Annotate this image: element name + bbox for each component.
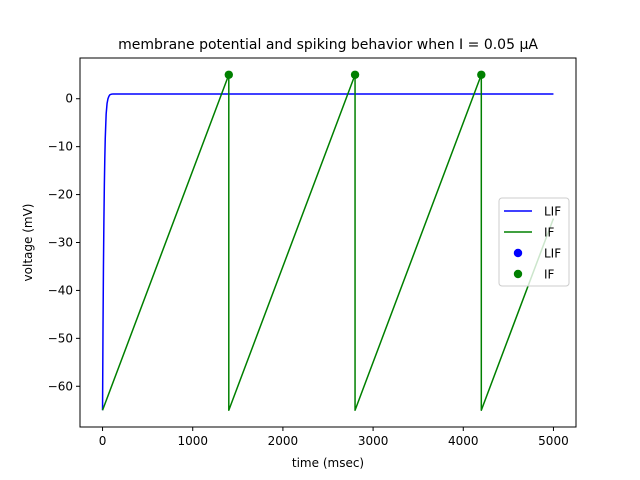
x-tick-label: 4000 — [448, 434, 479, 448]
y-axis-label: voltage (mV) — [21, 204, 35, 282]
legend-label: LIF — [544, 247, 561, 261]
x-tick-label: 5000 — [538, 434, 569, 448]
y-tick-label: −60 — [48, 379, 73, 393]
legend-marker-lif — [513, 248, 523, 258]
y-tick-label: −30 — [48, 236, 73, 250]
ticks-layer: 0 1000 2000 3000 4000 5000 0 −10 −20 −30 −40 −50 −60 — [48, 92, 569, 448]
series-layer — [101, 70, 555, 411]
x-tick-label: 1000 — [177, 434, 208, 448]
y-tick-label: −40 — [48, 283, 73, 297]
legend-box — [498, 197, 570, 287]
axes-frame — [79, 57, 577, 428]
legend: LIF IF LIF IF — [498, 197, 570, 287]
spike-point-if — [350, 70, 360, 79]
y-tick-label: −10 — [48, 140, 73, 154]
x-tick-label: 3000 — [358, 434, 389, 448]
x-axis-label: time (msec) — [292, 456, 364, 470]
legend-label: IF — [544, 226, 555, 240]
y-tick-label: −50 — [48, 331, 73, 345]
x-tick-label: 0 — [99, 434, 107, 448]
spike-point-if — [224, 70, 233, 79]
spike-point-if — [477, 70, 486, 79]
legend-label: LIF — [544, 205, 561, 219]
x-tick-label: 2000 — [268, 434, 299, 448]
chart-title: membrane potential and spiking behavior … — [118, 37, 538, 53]
y-tick-label: 0 — [65, 92, 73, 106]
series-line-if — [101, 74, 555, 411]
y-tick-label: −20 — [48, 188, 73, 202]
legend-marker-if — [513, 269, 523, 279]
legend-label: IF — [544, 268, 555, 282]
series-line-lif — [101, 93, 554, 411]
